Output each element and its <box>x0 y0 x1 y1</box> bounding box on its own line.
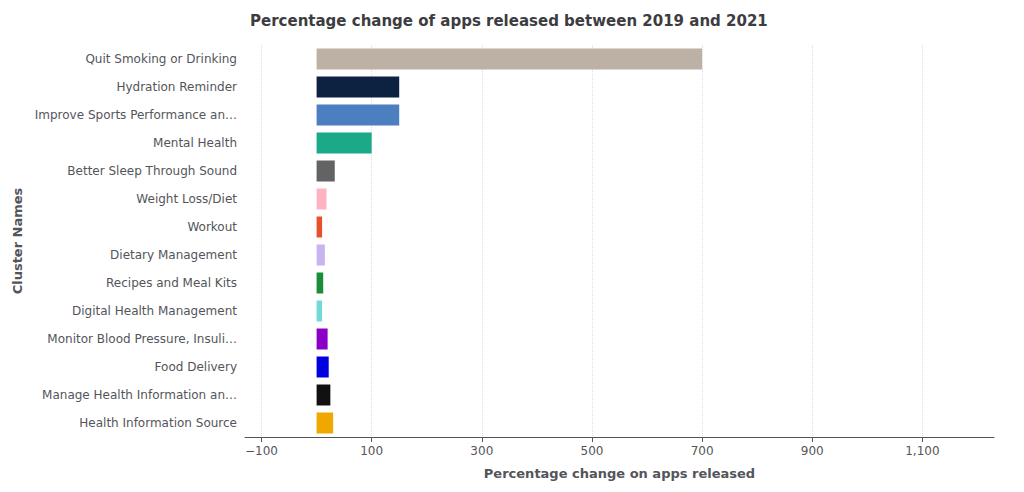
svg-text:−100: −100 <box>245 444 278 458</box>
svg-text:Manage Health Information an…: Manage Health Information an… <box>42 388 237 402</box>
svg-text:Quit Smoking or Drinking: Quit Smoking or Drinking <box>85 52 237 66</box>
svg-text:900: 900 <box>801 444 824 458</box>
svg-text:Mental Health: Mental Health <box>153 136 237 150</box>
svg-text:Digital Health Management: Digital Health Management <box>72 304 237 318</box>
svg-text:Recipes and Meal Kits: Recipes and Meal Kits <box>106 276 237 290</box>
svg-text:Hydration Reminder: Hydration Reminder <box>116 80 237 94</box>
svg-text:100: 100 <box>360 444 383 458</box>
svg-text:Workout: Workout <box>187 220 237 234</box>
svg-text:Percentage change of apps rele: Percentage change of apps released betwe… <box>250 12 768 30</box>
svg-text:Dietary Management: Dietary Management <box>110 248 237 262</box>
svg-text:Weight Loss/Diet: Weight Loss/Diet <box>136 192 237 206</box>
svg-text:300: 300 <box>470 444 493 458</box>
svg-text:Monitor Blood Pressure, Insuli: Monitor Blood Pressure, Insuli… <box>47 332 237 346</box>
svg-text:Better Sleep Through Sound: Better Sleep Through Sound <box>67 164 237 178</box>
svg-text:Cluster Names: Cluster Names <box>10 187 25 294</box>
svg-text:Health Information Source: Health Information Source <box>79 416 237 430</box>
svg-text:Improve Sports Performance an…: Improve Sports Performance an… <box>35 108 237 122</box>
svg-text:500: 500 <box>581 444 604 458</box>
svg-text:1,100: 1,100 <box>905 444 939 458</box>
svg-text:Percentage change on apps rele: Percentage change on apps released <box>484 466 755 481</box>
svg-text:Food Delivery: Food Delivery <box>155 360 237 374</box>
svg-text:700: 700 <box>691 444 714 458</box>
